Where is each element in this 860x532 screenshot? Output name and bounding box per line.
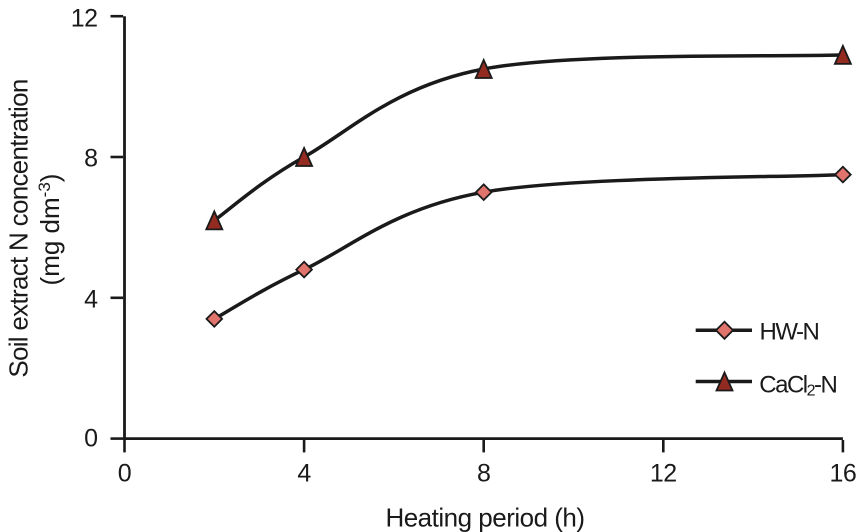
svg-text:Soil extract N concentration: Soil extract N concentration [4, 79, 34, 377]
svg-text:8: 8 [84, 145, 97, 173]
svg-text:0: 0 [118, 460, 131, 488]
svg-text:4: 4 [84, 285, 98, 313]
svg-text:8: 8 [477, 460, 490, 488]
svg-text:Heating period (h): Heating period (h) [385, 502, 584, 532]
svg-text:12: 12 [650, 460, 677, 488]
svg-text:HW-N: HW-N [760, 318, 819, 345]
svg-text:12: 12 [71, 4, 98, 32]
svg-text:CaCl2-N: CaCl2-N [759, 371, 836, 399]
svg-text:0: 0 [84, 424, 97, 452]
svg-text:4: 4 [297, 460, 311, 488]
svg-text:16: 16 [829, 460, 856, 488]
